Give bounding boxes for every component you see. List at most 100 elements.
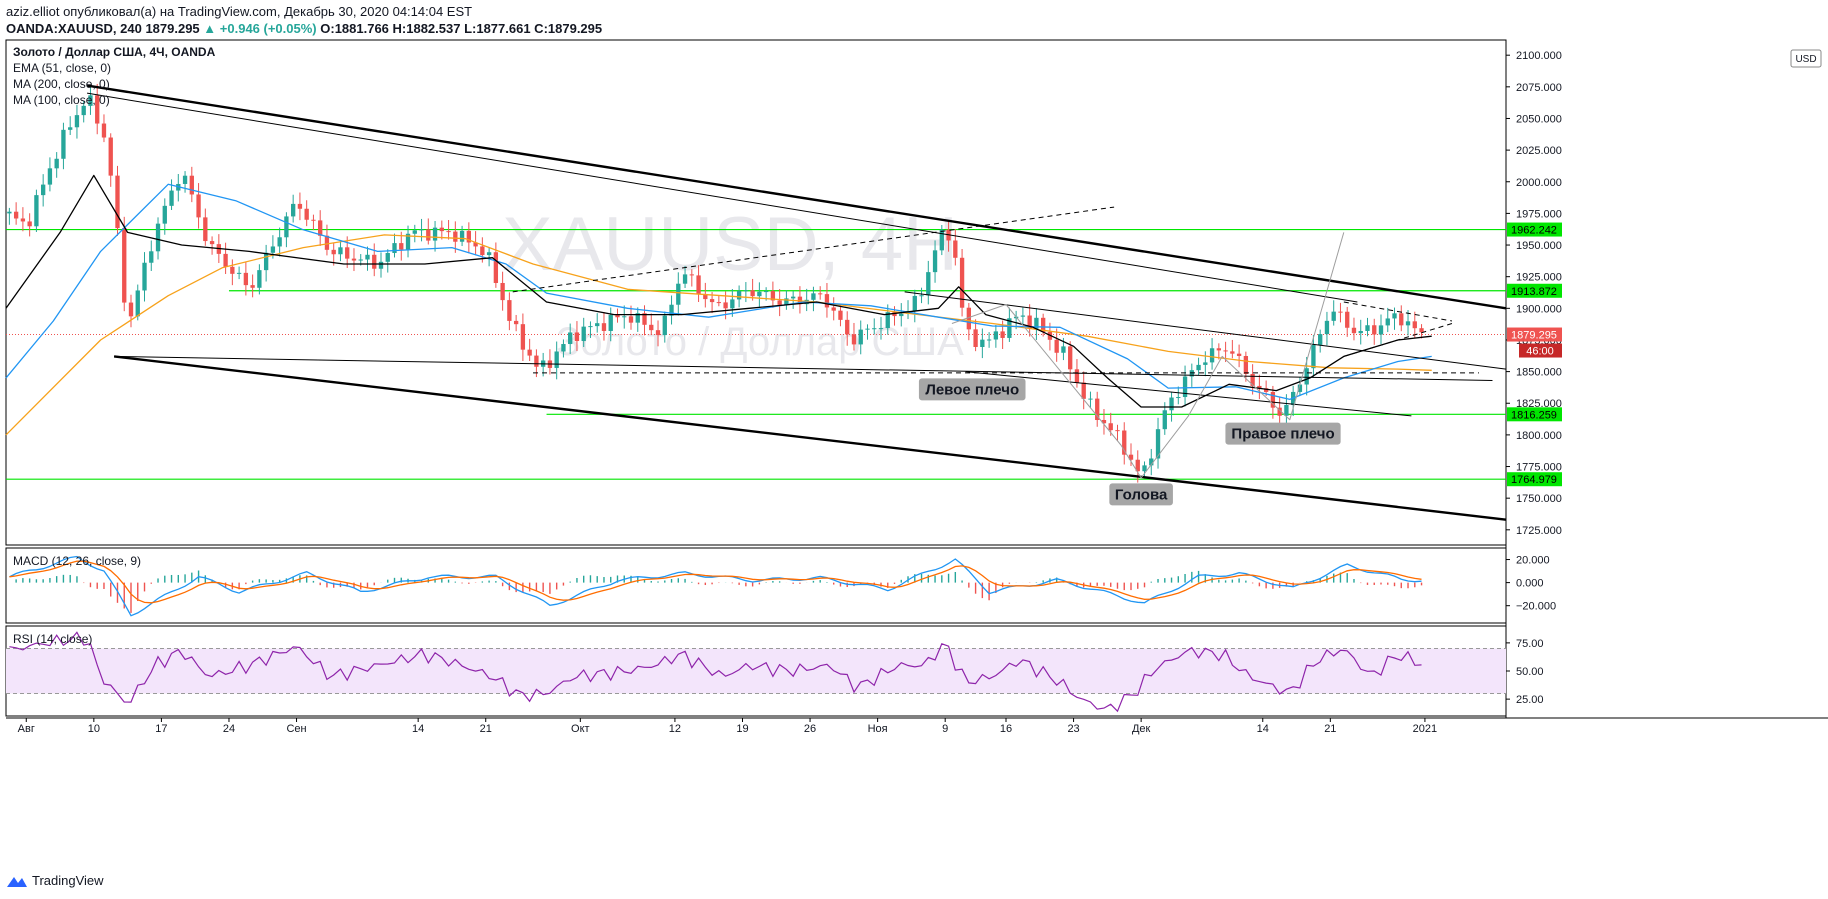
candle-body [601, 323, 607, 331]
candle-body [851, 334, 857, 345]
candle-body [926, 272, 931, 296]
candle-body [318, 220, 323, 236]
candle-body [1263, 388, 1269, 392]
candle-body [980, 339, 985, 347]
price-tick-label: 1900.000 [1516, 303, 1562, 315]
ohlc: O:1881.766 H:1882.537 L:1877.661 C:1879.… [320, 21, 603, 36]
candle-body [1122, 430, 1127, 455]
candle-body [61, 129, 66, 159]
candle-body [1034, 317, 1039, 329]
candle-body [27, 221, 32, 227]
candle-body [47, 168, 53, 185]
candle-body [649, 324, 654, 331]
candle-body [189, 175, 194, 195]
candle-body [122, 228, 127, 303]
candle-body [1236, 353, 1242, 356]
candle-body [378, 261, 384, 269]
candle-body [696, 275, 701, 294]
time-tick-label: 16 [1000, 723, 1012, 735]
candle-body [230, 266, 235, 274]
candle-body [1257, 385, 1262, 389]
right-shoulder-label: Правое плечо [1231, 426, 1334, 443]
candle-body [561, 344, 566, 352]
price-tick-label: 1800.000 [1516, 430, 1562, 442]
candle-body [95, 95, 100, 124]
currency-badge [1790, 49, 1822, 68]
candle-body [291, 203, 296, 217]
candle-body [554, 351, 559, 368]
candle-body [236, 272, 242, 274]
candle-body [1277, 407, 1282, 416]
candle-body [209, 241, 215, 245]
candle-body [899, 313, 904, 317]
time-tick-label: Дек [1132, 723, 1151, 735]
candle-body [1223, 350, 1228, 352]
candle-body [757, 291, 762, 297]
candle-body [966, 307, 971, 330]
trendline [113, 355, 1507, 521]
candle-body [1128, 454, 1134, 460]
candle-body [520, 324, 526, 350]
candle-body [1216, 348, 1221, 351]
time-tick-label: 26 [804, 723, 816, 735]
price-tick-label: 1825.000 [1516, 398, 1562, 410]
macd-tick-label: −20.000 [1516, 601, 1556, 613]
candle-body [182, 175, 188, 184]
candle-body [872, 328, 877, 330]
macd-line [9, 555, 1422, 617]
candle-body [1311, 344, 1316, 369]
candle-body [973, 329, 978, 347]
candle-body [1392, 313, 1397, 319]
time-tick-label: Окт [571, 723, 590, 735]
bar-timer-label: 46:00 [1526, 346, 1554, 358]
level-label: 1913.872 [1511, 286, 1557, 298]
candle-body [142, 262, 147, 291]
tradingview-logo-icon [7, 876, 27, 887]
candle-body [1412, 321, 1417, 329]
candle-body [169, 190, 174, 206]
candle-body [88, 95, 93, 106]
price-tick-label: 2100.000 [1516, 50, 1562, 62]
candle-body [1176, 397, 1181, 399]
candle-body [878, 328, 884, 330]
candle-body [459, 230, 465, 242]
candle-body [1345, 311, 1350, 328]
candle-body [581, 326, 586, 342]
candle-body [1318, 334, 1323, 345]
price-tick-label: 1750.000 [1516, 493, 1562, 505]
candle-body [1284, 404, 1289, 416]
symbol-line: OANDA:XAUUSD, 240 1879.295 ▲ +0.946 (+0.… [6, 21, 602, 36]
candle-body [743, 290, 749, 292]
candle-body [534, 355, 539, 367]
candle-body [527, 349, 532, 356]
candle-body [358, 259, 363, 261]
candle-body [1324, 320, 1330, 335]
candle-body [736, 290, 742, 300]
time-tick-label: 9 [942, 723, 948, 735]
time-tick-label: 2021 [1413, 723, 1437, 735]
candle-body [709, 299, 715, 303]
candle-body [1162, 410, 1167, 430]
candle-body [865, 328, 870, 330]
candle-body [845, 319, 850, 335]
time-tick-label: Авг [18, 723, 35, 735]
candle-body [135, 290, 140, 317]
candle-body [750, 290, 755, 297]
candle-body [1365, 325, 1370, 331]
rsi-band [6, 648, 1506, 694]
last-price: 1879.295 [145, 21, 200, 36]
pattern-line [951, 232, 1345, 479]
candle-body [959, 257, 965, 308]
time-tick-label: 10 [88, 723, 100, 735]
rsi-tick-label: 50.00 [1516, 666, 1544, 678]
legend-ma200: MA (200, close, 0) [13, 77, 110, 91]
candle-body [730, 299, 735, 309]
candle-body [1155, 429, 1161, 459]
trendline [1343, 323, 1453, 357]
rsi-tick-label: 75.00 [1516, 638, 1544, 650]
candle-body [682, 274, 688, 284]
candle-body [331, 249, 336, 255]
candle-body [676, 283, 681, 305]
time-tick-label: 23 [1067, 723, 1079, 735]
